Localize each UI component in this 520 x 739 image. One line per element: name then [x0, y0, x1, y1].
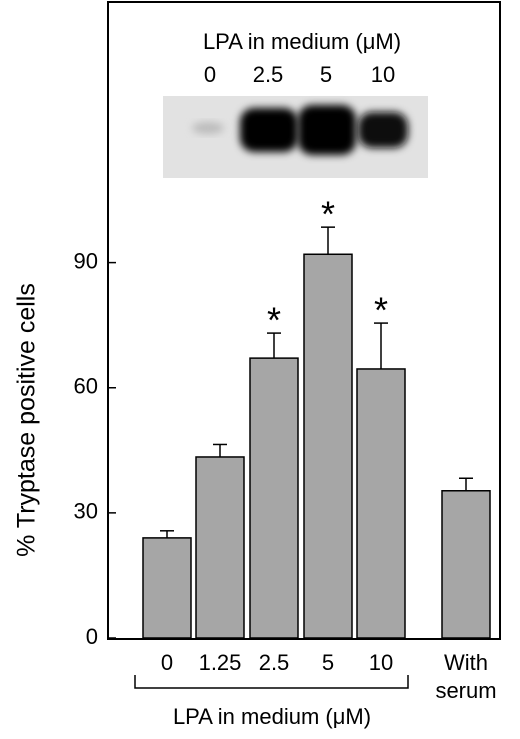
inset-lane-label: 5: [320, 62, 332, 87]
bar: [303, 253, 353, 639]
bar: [142, 537, 192, 639]
bar: [249, 357, 299, 639]
x-tick-label: 5: [322, 650, 334, 675]
blot: [163, 96, 428, 178]
x-axis-label: LPA in medium (μM): [173, 704, 371, 729]
x-tick-label: 10: [369, 650, 393, 675]
x-tick-label: 2.5: [259, 650, 290, 675]
y-tick-label: 0: [86, 624, 98, 649]
y-tick-label: 60: [74, 374, 98, 399]
inset-lane-label: 2.5: [253, 62, 284, 87]
y-tick-label: 90: [74, 248, 98, 273]
bracket: [134, 675, 409, 689]
x-tick-label: With serum: [435, 650, 496, 703]
significance-marker: *: [374, 290, 388, 331]
inset-title: LPA in medium (μM): [203, 29, 401, 54]
x-tick-label: 1.25: [199, 650, 242, 675]
y-axis-label: % Tryptase positive cells: [13, 283, 41, 557]
blot-band: [240, 108, 298, 152]
bar: [441, 490, 491, 639]
inset-lane-label: 0: [204, 62, 216, 87]
bar: [195, 456, 245, 639]
significance-marker: *: [321, 194, 335, 235]
significance-marker: *: [267, 300, 281, 341]
blot-band: [358, 112, 408, 148]
blot-band: [192, 122, 224, 134]
y-tick-label: 30: [74, 499, 98, 524]
plot-frame: [107, 1, 501, 640]
bar: [356, 368, 406, 639]
x-tick-label: 0: [161, 650, 173, 675]
blot-band: [298, 105, 356, 155]
inset-lane-label: 10: [371, 62, 395, 87]
